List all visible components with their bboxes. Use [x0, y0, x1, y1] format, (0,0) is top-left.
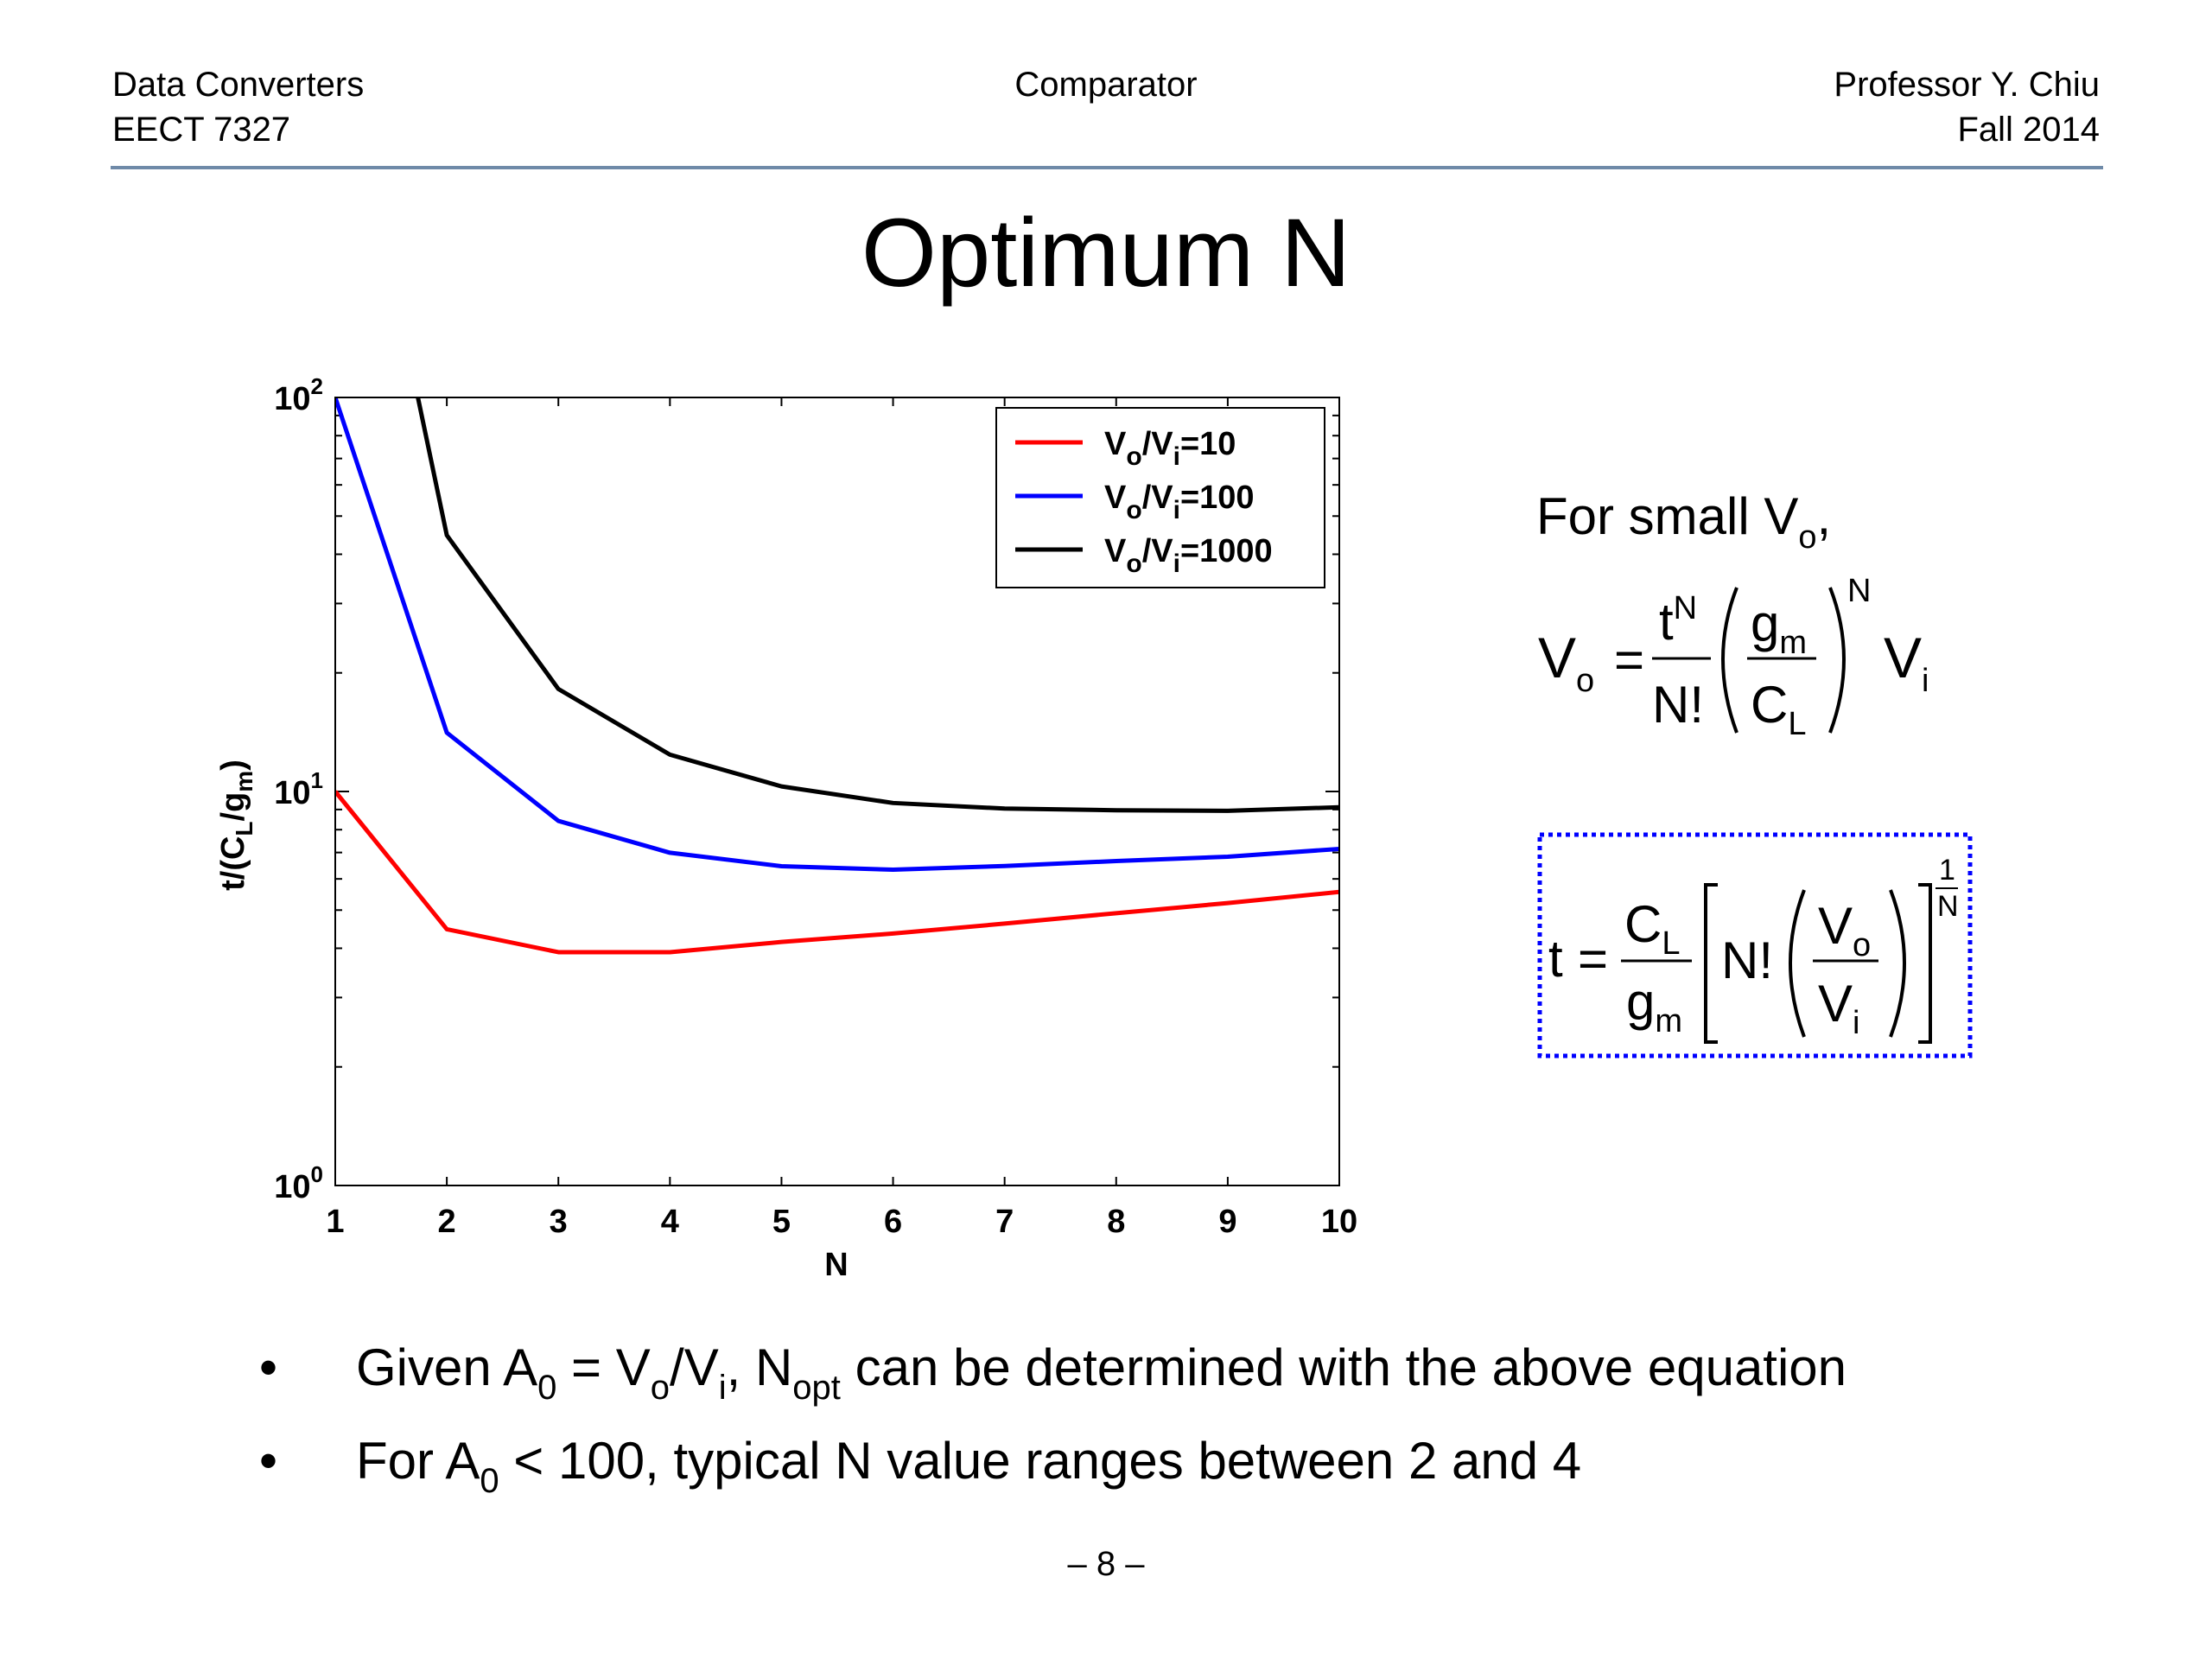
plot-frame — [334, 397, 1340, 1186]
series-line-1 — [335, 397, 1339, 873]
x-tick-label: 5 — [772, 1204, 791, 1240]
x-tick-label: 8 — [1107, 1204, 1125, 1240]
svg-text:CL: CL — [1751, 676, 1806, 742]
x-tick-label: 1 — [326, 1204, 344, 1240]
right-paren — [1828, 587, 1846, 734]
page-number: – 8 – — [1067, 1545, 1145, 1583]
svg-text:CL: CL — [1624, 895, 1680, 962]
author-name: Professor Y. Chiu — [1834, 66, 2100, 104]
left-paren — [1789, 889, 1806, 1038]
x-tick-label: 4 — [661, 1204, 679, 1240]
x-tick-label: 9 — [1218, 1204, 1236, 1240]
series-line-2 — [416, 397, 1339, 813]
legend-label-10: Vo/Vi=10 — [1104, 426, 1236, 471]
slide-title: Optimum N — [861, 199, 1351, 307]
y-tick-label: 100 — [274, 1161, 323, 1205]
equation-area: For small Vo, Vo = tN N! gm CL N Vi t = … — [1536, 487, 1973, 1058]
bullet-dot: • — [259, 1432, 278, 1490]
series-line-0 — [335, 790, 1339, 955]
right-paren — [1889, 889, 1906, 1038]
bullet-dot: • — [259, 1338, 278, 1396]
left-paren — [1721, 587, 1738, 734]
svg-text:gm: gm — [1751, 594, 1807, 661]
course-code: EECT 7327 — [112, 111, 291, 149]
svg-text:Vo: Vo — [1818, 897, 1871, 963]
svg-text:=: = — [1614, 631, 1644, 689]
legend-box — [995, 407, 1325, 588]
x-tick-label: 10 — [1321, 1204, 1357, 1240]
svg-text:N: N — [1937, 890, 1959, 923]
topic-header: Comparator — [1014, 66, 1198, 104]
legend-label-100: Vo/Vi=100 — [1104, 480, 1255, 524]
svg-text:Vo: Vo — [1538, 626, 1594, 699]
svg-text:Vi: Vi — [1818, 975, 1859, 1041]
y-tick-label: 102 — [274, 373, 323, 417]
svg-text:t: t — [1548, 930, 1563, 988]
x-tick-label: 3 — [550, 1204, 568, 1240]
y-axis-label: t/(CL/gm) — [215, 760, 257, 891]
author-header: Professor Y. Chiu Fall 2014 — [1834, 62, 2100, 152]
x-tick-label: 7 — [995, 1204, 1014, 1240]
svg-text:Vi: Vi — [1884, 626, 1929, 699]
legend-label-1000: Vo/Vi=1000 — [1104, 533, 1273, 578]
y-tick-label: 101 — [274, 767, 323, 811]
intro-text: For small Vo, — [1536, 487, 1831, 556]
chart-legend: Vo/Vi=10 Vo/Vi=100 Vo/Vi=1000 — [995, 407, 1325, 588]
svg-text:N: N — [1847, 573, 1871, 609]
right-bracket — [1918, 883, 1932, 1044]
result-box — [1537, 832, 1973, 1058]
course-name: Data Converters — [112, 66, 365, 104]
course-header: Data Converters EECT 7327 — [112, 62, 364, 152]
equation-vo: Vo = tN N! gm CL N Vi — [1538, 573, 1929, 742]
term: Fall 2014 — [1957, 111, 2100, 149]
x-tick-label: 6 — [884, 1204, 902, 1240]
left-bracket — [1704, 883, 1718, 1044]
svg-text:N!: N! — [1721, 931, 1773, 989]
svg-text:gm: gm — [1626, 973, 1682, 1039]
svg-text:=: = — [1578, 930, 1608, 988]
x-axis-label: N — [824, 1247, 848, 1283]
header-divider — [111, 166, 2103, 169]
svg-text:tN: tN — [1659, 590, 1697, 651]
x-tick-label: 2 — [438, 1204, 456, 1240]
svg-text:N!: N! — [1652, 676, 1704, 734]
svg-text:1: 1 — [1939, 854, 1955, 887]
equation-t: t = CL gm N! Vo Vi 1 N — [1548, 854, 1959, 1044]
